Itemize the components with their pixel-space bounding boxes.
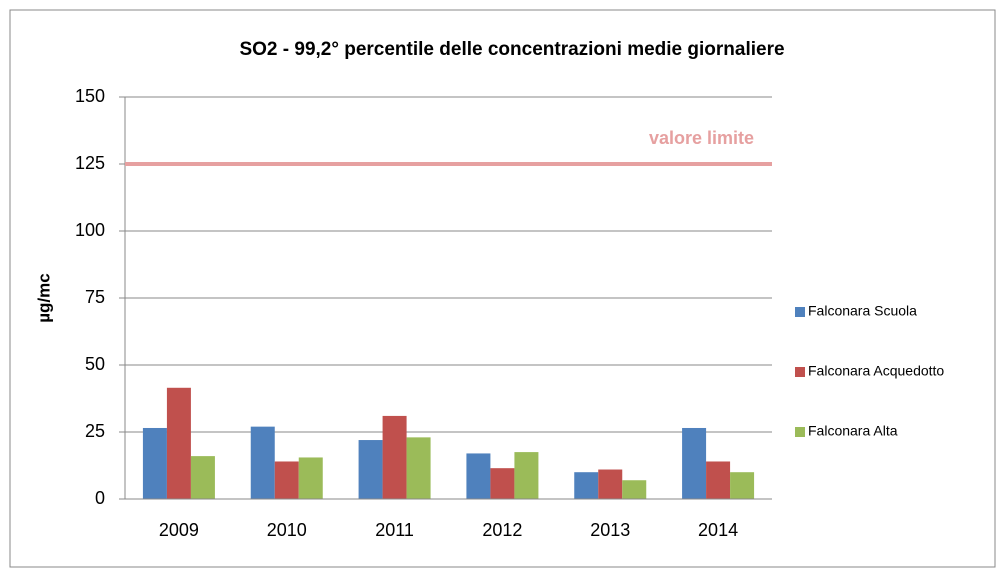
y-tick-label: 100 bbox=[75, 220, 105, 240]
y-tick-label: 125 bbox=[75, 153, 105, 173]
reference-label: valore limite bbox=[649, 128, 754, 148]
bar bbox=[274, 461, 299, 499]
legend-swatch bbox=[795, 427, 805, 437]
bar bbox=[598, 469, 623, 499]
bar bbox=[706, 461, 731, 499]
y-tick-label: 75 bbox=[85, 287, 105, 307]
bar bbox=[682, 427, 707, 499]
bar bbox=[490, 468, 515, 499]
bar bbox=[574, 472, 599, 499]
bar bbox=[382, 415, 407, 499]
x-tick-label: 2013 bbox=[590, 520, 630, 540]
legend-label: Falconara Acquedotto bbox=[808, 363, 944, 379]
bar bbox=[298, 457, 323, 499]
bar bbox=[622, 480, 647, 499]
bar bbox=[142, 427, 167, 499]
x-tick-label: 2014 bbox=[698, 520, 738, 540]
y-axis-label: µg/mc bbox=[34, 273, 53, 322]
chart-title: SO2 - 99,2° percentile delle concentrazi… bbox=[239, 39, 784, 60]
bar bbox=[358, 440, 383, 499]
y-tick-label: 50 bbox=[85, 354, 105, 374]
x-tick-label: 2011 bbox=[375, 520, 414, 540]
bar bbox=[730, 472, 755, 499]
x-tick-label: 2010 bbox=[267, 520, 307, 540]
y-tick-label: 150 bbox=[75, 86, 105, 106]
legend-swatch bbox=[795, 307, 805, 317]
bar bbox=[406, 437, 431, 499]
y-tick-label: 0 bbox=[95, 488, 105, 508]
x-tick-label: 2012 bbox=[482, 520, 522, 540]
legend-swatch bbox=[795, 367, 805, 377]
bar bbox=[190, 456, 215, 499]
bar bbox=[166, 387, 191, 499]
legend-label: Falconara Alta bbox=[808, 423, 898, 439]
legend-label: Falconara Scuola bbox=[808, 303, 917, 319]
bar bbox=[250, 426, 275, 499]
bar bbox=[514, 452, 539, 499]
x-tick-label: 2009 bbox=[159, 520, 199, 540]
y-tick-label: 25 bbox=[85, 421, 105, 441]
bar bbox=[466, 453, 491, 499]
